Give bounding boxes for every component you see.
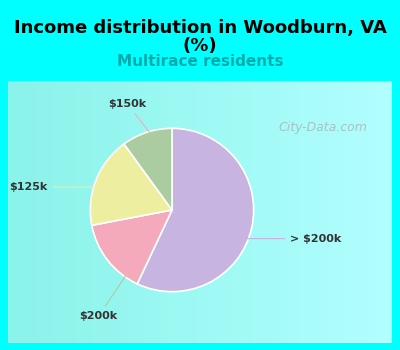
Text: $125k: $125k	[10, 182, 96, 192]
Wedge shape	[90, 144, 172, 225]
Text: > $200k: > $200k	[244, 233, 342, 244]
Wedge shape	[92, 210, 172, 284]
Text: City-Data.com: City-Data.com	[278, 121, 367, 134]
Text: Income distribution in Woodburn, VA: Income distribution in Woodburn, VA	[14, 19, 386, 37]
Text: $150k: $150k	[108, 99, 150, 133]
Wedge shape	[137, 128, 254, 292]
Wedge shape	[124, 128, 172, 210]
Text: $200k: $200k	[80, 276, 126, 321]
Text: Multirace residents: Multirace residents	[117, 54, 283, 69]
Text: (%): (%)	[183, 37, 217, 55]
